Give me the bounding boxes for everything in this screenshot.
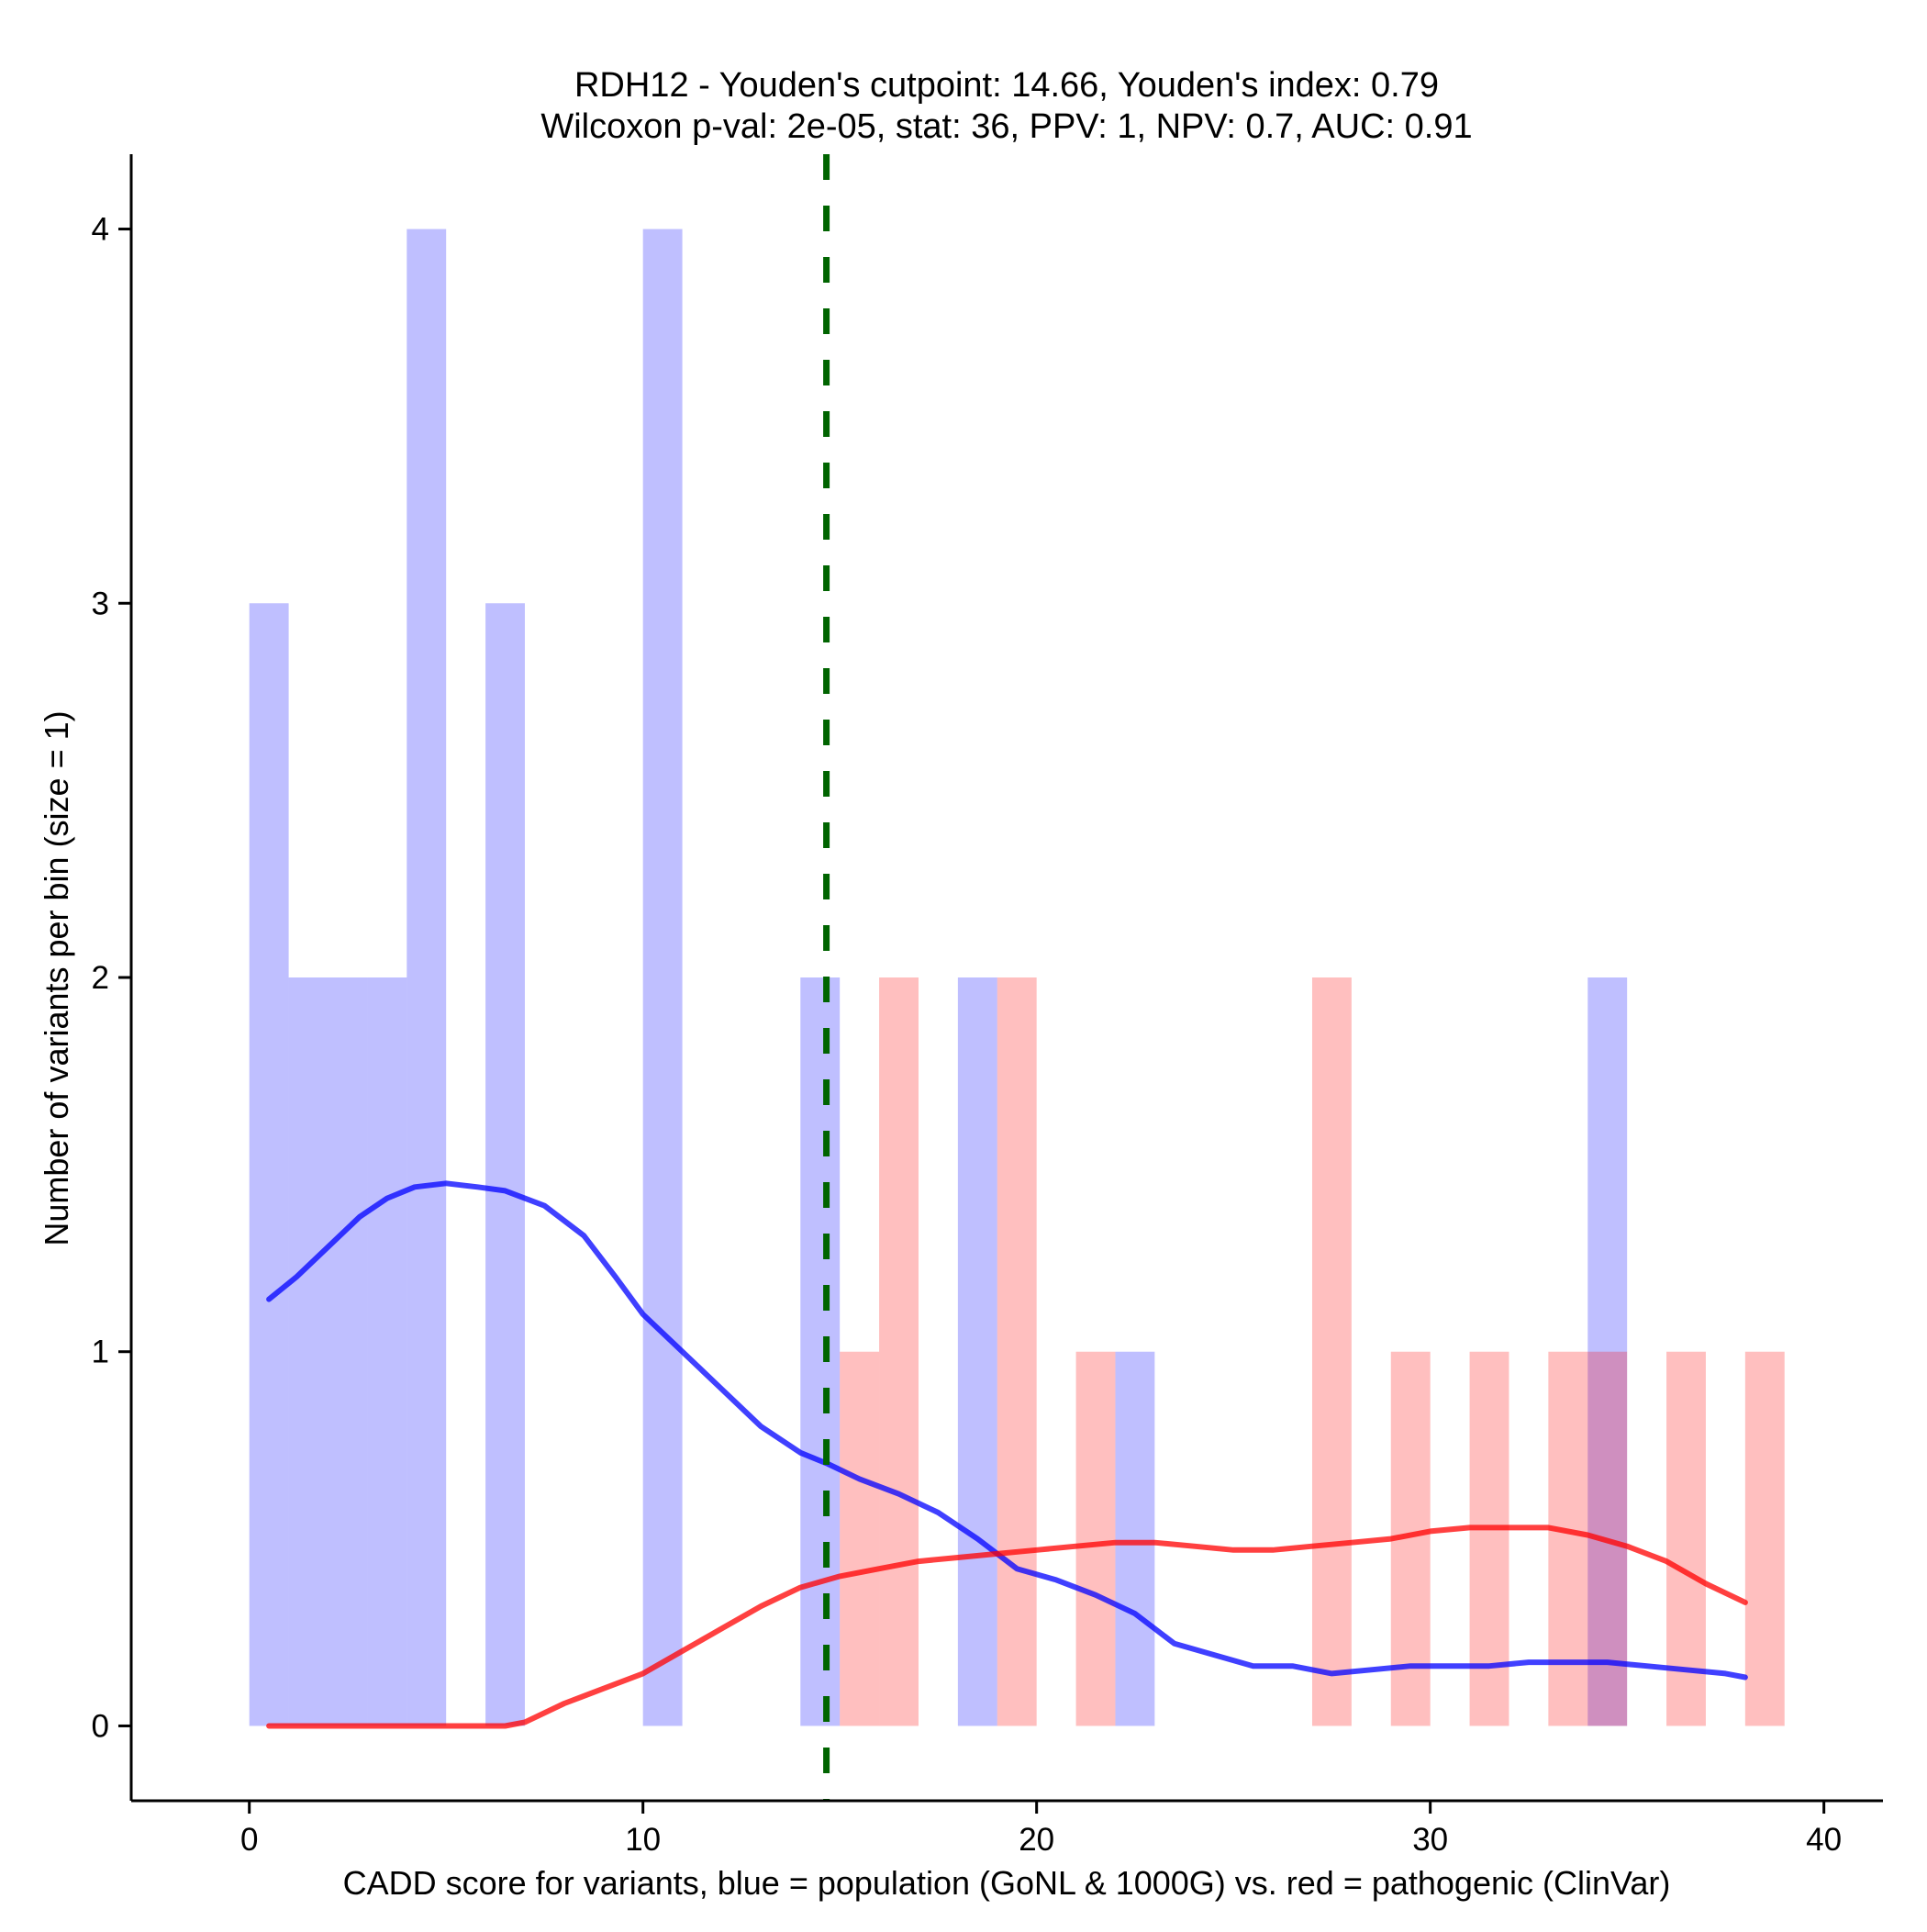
pathogenic-bar-6	[1469, 1351, 1509, 1726]
pathogenic-bar-1	[879, 977, 919, 1726]
y-tick-label-2: 2	[92, 960, 109, 996]
y-tick-label-0: 0	[92, 1708, 109, 1744]
population-bar-7	[800, 977, 841, 1726]
y-axis-label: Number of variants per bin (size = 1)	[38, 710, 75, 1245]
chart-title-line1: RDH12 - Youden's cutpoint: 14.66, Youden…	[574, 66, 1439, 105]
population-bar-10	[1587, 977, 1628, 1726]
population-bar-5	[485, 603, 525, 1726]
population-density-line	[266, 1180, 1748, 1681]
population-bar-1	[288, 977, 329, 1726]
pathogenic-bar-0	[840, 1351, 880, 1726]
pathogenic-bar-9	[1666, 1351, 1706, 1726]
pathogenic-bar-7	[1548, 1351, 1588, 1726]
y-tick-label-1: 1	[92, 1335, 109, 1370]
population-bar-8	[957, 977, 997, 1726]
population-bar-3	[367, 977, 407, 1726]
pathogenic-bar-4	[1311, 977, 1352, 1726]
x-tick-label-1: 10	[625, 1822, 661, 1858]
density-curves-layer	[266, 1180, 1748, 1729]
x-tick-label-0: 0	[240, 1822, 258, 1858]
pathogenic-bar-3	[1075, 1351, 1116, 1726]
pathogenic-bar-2	[997, 977, 1037, 1726]
y-tick-label-3: 3	[92, 586, 109, 621]
y-tick-label-4: 4	[92, 212, 109, 248]
population-bar-0	[249, 603, 289, 1726]
pathogenic-density-line	[266, 1524, 1748, 1729]
pathogenic-bar-10	[1744, 1351, 1785, 1726]
population-bar-9	[1115, 1351, 1155, 1726]
ticks-layer: 0 10 20 30 40 0 1 2 3 4	[92, 212, 1843, 1858]
x-axis-label: CADD score for variants, blue = populati…	[343, 1864, 1671, 1902]
population-bar-2	[328, 977, 368, 1726]
x-tick-label-2: 20	[1019, 1822, 1054, 1858]
chart-title-line2: Wilcoxon p-val: 2e-05, stat: 36, PPV: 1,…	[540, 107, 1472, 146]
x-tick-label-3: 30	[1412, 1822, 1448, 1858]
x-tick-label-4: 40	[1806, 1822, 1842, 1858]
population-bar-6	[642, 229, 683, 1726]
bars-layer	[249, 229, 1785, 1726]
population-bar-4	[407, 229, 447, 1726]
